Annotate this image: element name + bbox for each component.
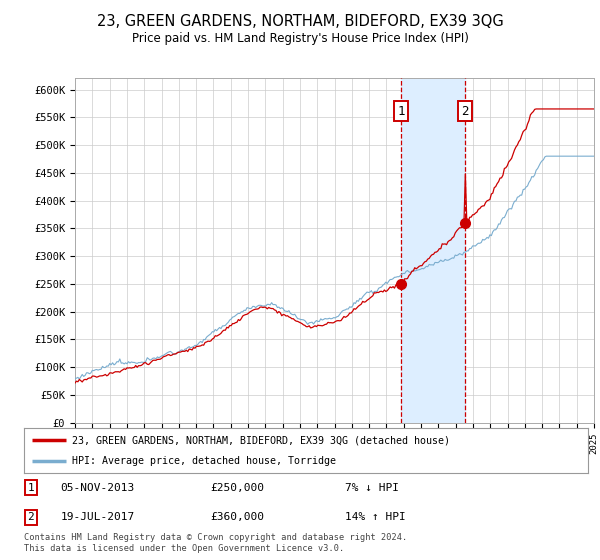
Text: 23, GREEN GARDENS, NORTHAM, BIDEFORD, EX39 3QG: 23, GREEN GARDENS, NORTHAM, BIDEFORD, EX…: [97, 14, 503, 29]
Text: Contains HM Land Registry data © Crown copyright and database right 2024.
This d: Contains HM Land Registry data © Crown c…: [24, 533, 407, 553]
Text: 2: 2: [28, 512, 34, 522]
Text: 7% ↓ HPI: 7% ↓ HPI: [346, 483, 400, 493]
Text: Price paid vs. HM Land Registry's House Price Index (HPI): Price paid vs. HM Land Registry's House …: [131, 32, 469, 45]
Text: 14% ↑ HPI: 14% ↑ HPI: [346, 512, 406, 522]
Text: 23, GREEN GARDENS, NORTHAM, BIDEFORD, EX39 3QG (detached house): 23, GREEN GARDENS, NORTHAM, BIDEFORD, EX…: [72, 436, 450, 446]
Text: HPI: Average price, detached house, Torridge: HPI: Average price, detached house, Torr…: [72, 456, 336, 466]
Text: £360,000: £360,000: [210, 512, 264, 522]
Text: 2: 2: [461, 105, 469, 118]
Text: 1: 1: [28, 483, 34, 493]
Bar: [401, 78, 465, 423]
Text: £250,000: £250,000: [210, 483, 264, 493]
Text: 05-NOV-2013: 05-NOV-2013: [61, 483, 135, 493]
Text: 19-JUL-2017: 19-JUL-2017: [61, 512, 135, 522]
Text: 1: 1: [397, 105, 405, 118]
